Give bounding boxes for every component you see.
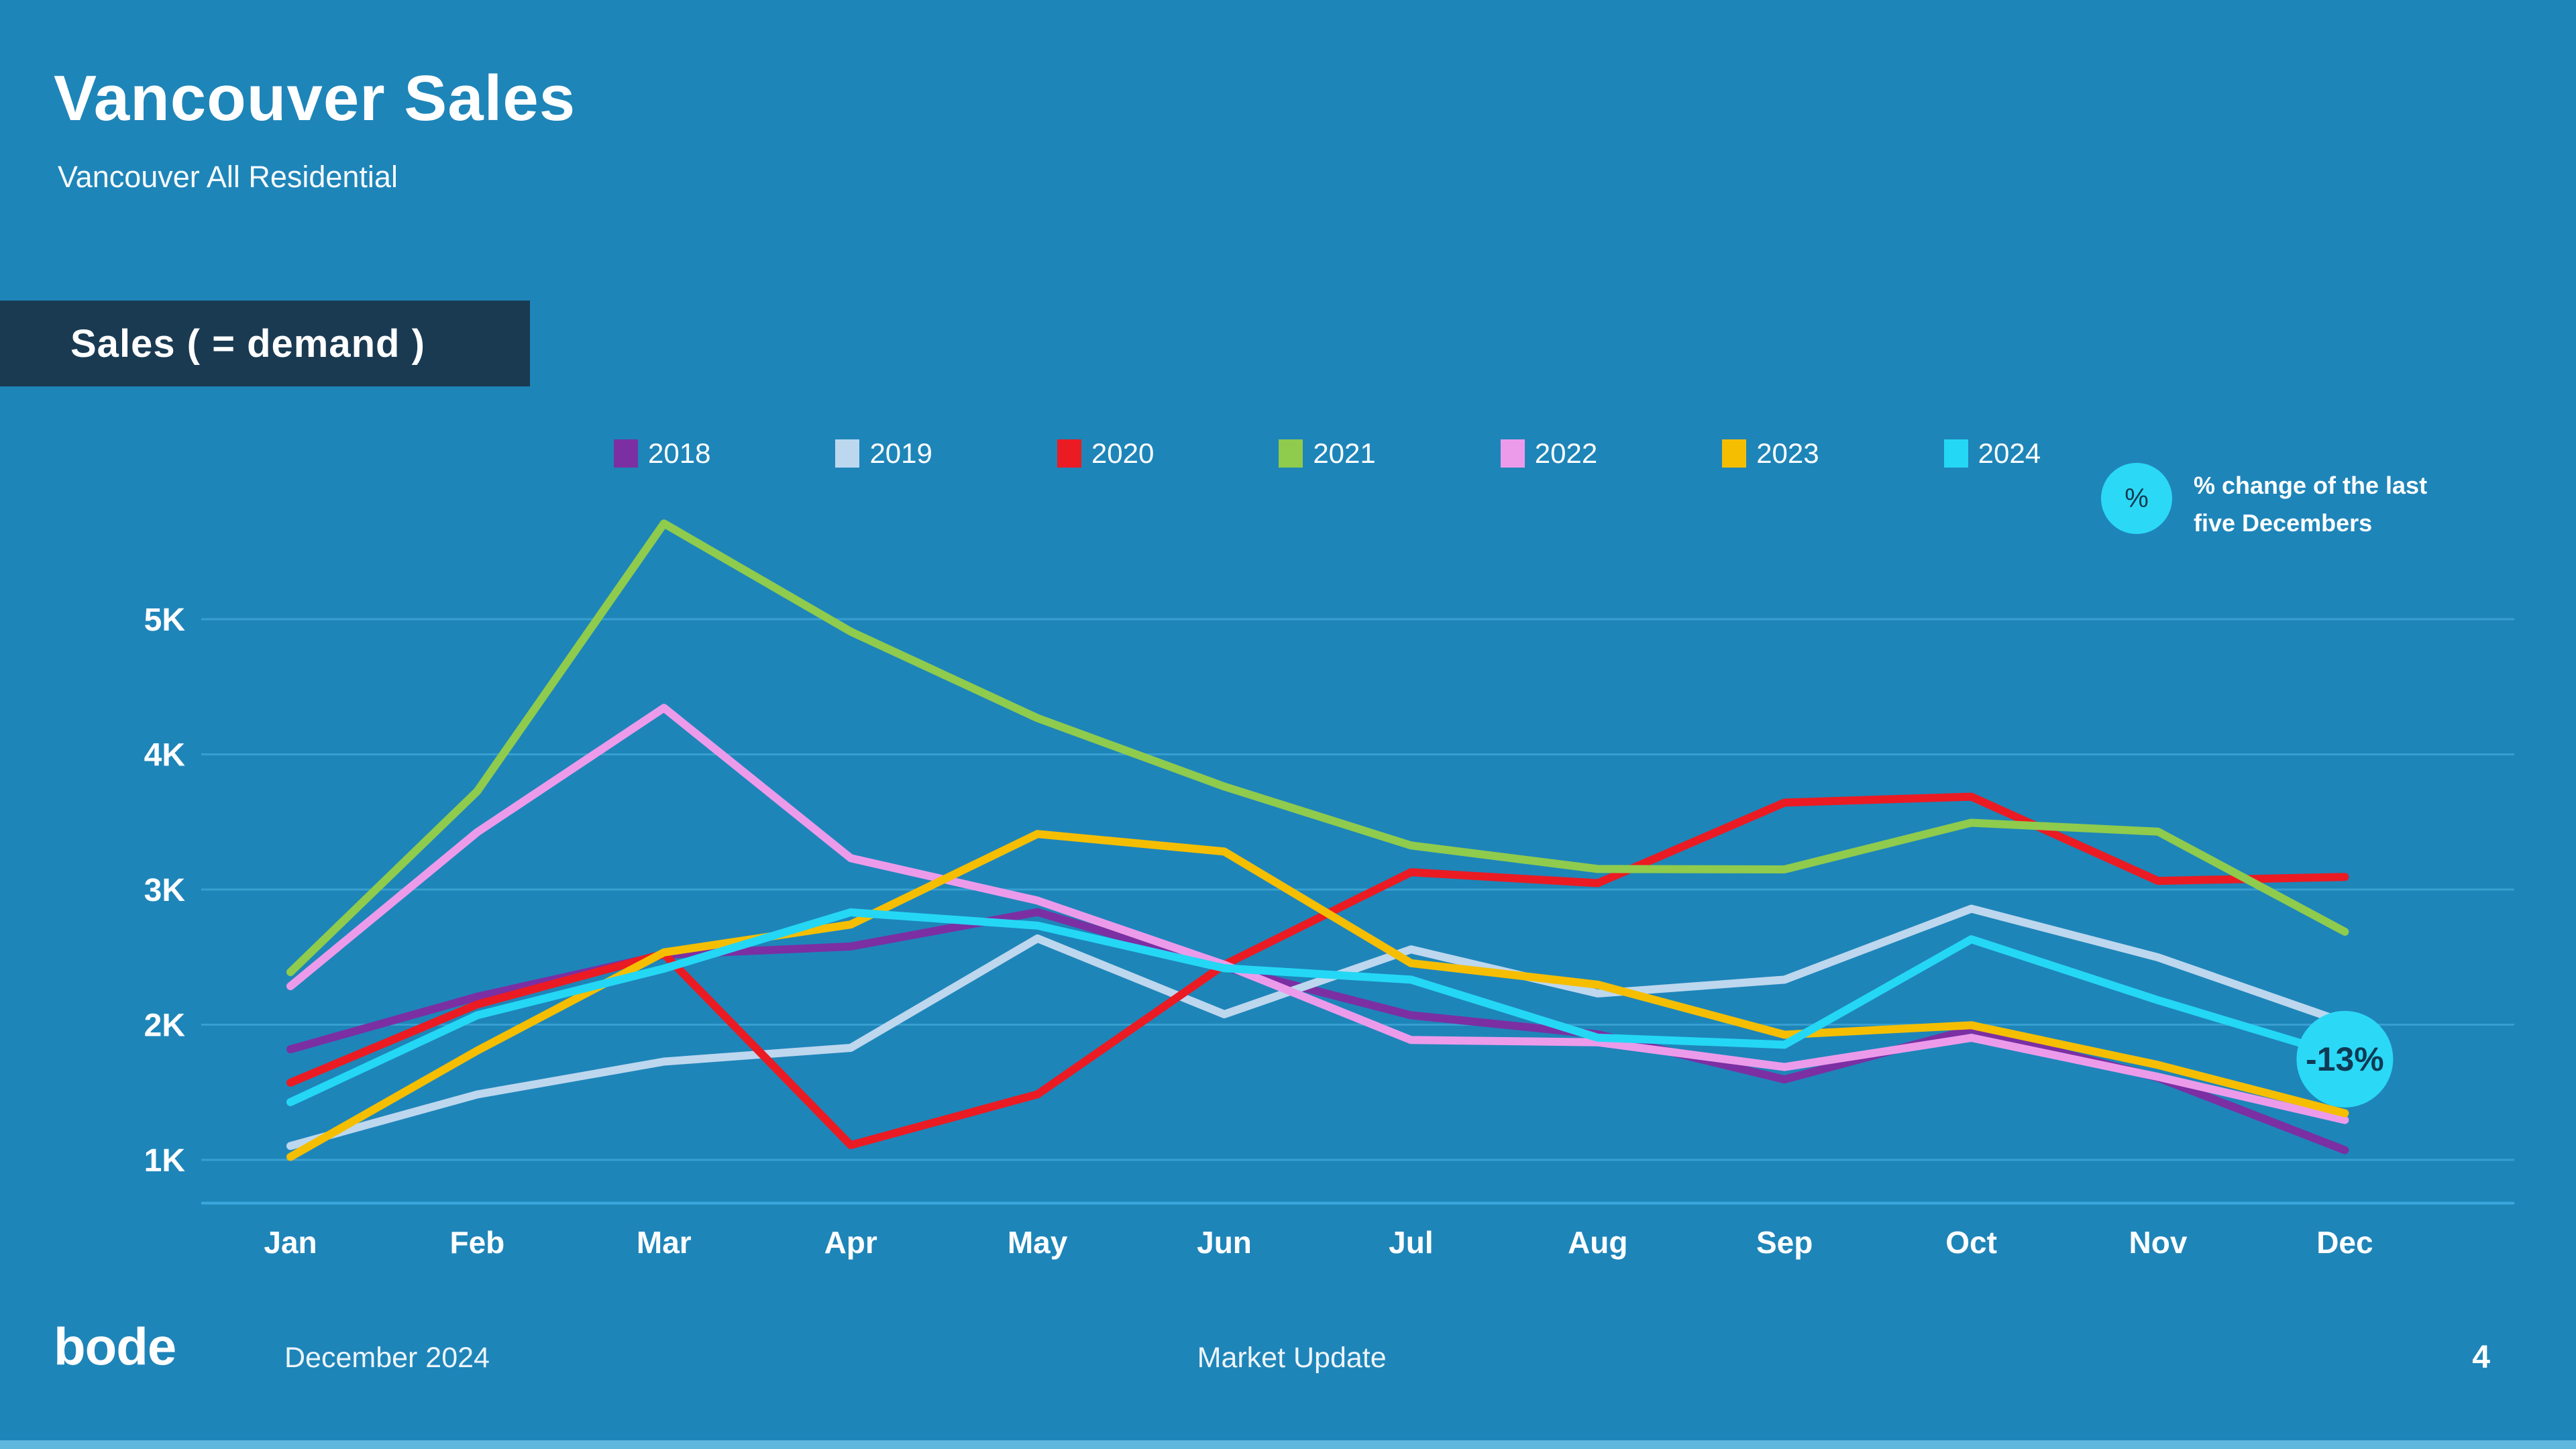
- legend-item-2024: 2024: [1943, 437, 2041, 470]
- y-axis-label: 5K: [144, 602, 186, 638]
- legend-swatch-2019: [835, 439, 860, 468]
- note-text-line2: five Decembers: [2194, 509, 2373, 537]
- x-axis-label: Feb: [450, 1225, 505, 1260]
- legend-swatch-2018: [614, 439, 638, 468]
- legend-item-2019: 2019: [835, 437, 932, 470]
- x-axis-label: May: [1008, 1225, 1068, 1260]
- x-axis-label: Oct: [1945, 1225, 1997, 1260]
- line-2018: [286, 908, 2349, 1155]
- note-text: % change of the last five Decembers: [2194, 467, 2427, 542]
- percent-icon: %: [2101, 463, 2172, 534]
- december-change-label: -13%: [2306, 1040, 2384, 1078]
- y-axis-label: 1K: [144, 1143, 186, 1179]
- x-axis-label: Jan: [264, 1225, 317, 1260]
- line-2021: [286, 519, 2349, 977]
- line-2022: [286, 704, 2349, 1124]
- legend-label-2018: 2018: [648, 437, 711, 469]
- legend-swatch-2024: [1943, 439, 1968, 468]
- legend-swatch-2023: [1722, 439, 1747, 468]
- section-header-label: Sales ( = demand ): [70, 321, 425, 366]
- legend: 2018 2019 2020 2021 2022 2023 2024: [614, 437, 2041, 470]
- y-axis-label: 3K: [144, 873, 186, 908]
- x-axis-label: Nov: [2129, 1225, 2188, 1260]
- december-change-note: % % change of the last five Decembers: [2101, 463, 2427, 542]
- x-axis-label: Jul: [1389, 1225, 1433, 1260]
- y-axis-label: 4K: [144, 738, 186, 773]
- page-subtitle: Vancouver All Residential: [58, 160, 398, 194]
- page-number: 4: [2472, 1340, 2490, 1375]
- december-change-bubble: [2296, 1010, 2394, 1108]
- legend-label-2023: 2023: [1756, 437, 1819, 469]
- x-axis-label: Mar: [637, 1225, 692, 1260]
- bottom-strip: [0, 1440, 2576, 1449]
- legend-label-2022: 2022: [1534, 437, 1598, 469]
- legend-swatch-2022: [1500, 439, 1525, 468]
- legend-item-2020: 2020: [1057, 437, 1154, 470]
- legend-label-2024: 2024: [1978, 437, 2041, 469]
- line-2020: [286, 792, 2349, 1150]
- x-axis-label: Aug: [1568, 1225, 1627, 1260]
- line-2019: [286, 904, 2349, 1150]
- line-2023: [286, 830, 2349, 1161]
- footer-market-update: Market Update: [1197, 1342, 1387, 1374]
- legend-item-2018: 2018: [614, 437, 710, 470]
- footer-date: December 2024: [284, 1342, 490, 1374]
- note-text-line1: % change of the last: [2194, 472, 2428, 499]
- page-title: Vancouver Sales: [54, 62, 576, 134]
- x-axis-label: Sep: [1756, 1225, 1813, 1260]
- y-axis-label: 2K: [144, 1008, 186, 1044]
- bode-logo: bode: [54, 1317, 176, 1376]
- section-header: Sales ( = demand ): [0, 301, 530, 386]
- x-axis-label: Dec: [2316, 1225, 2373, 1260]
- legend-label-2020: 2020: [1091, 437, 1155, 469]
- legend-label-2019: 2019: [869, 437, 932, 469]
- legend-label-2021: 2021: [1313, 437, 1376, 469]
- legend-swatch-2021: [1279, 439, 1303, 468]
- legend-item-2023: 2023: [1722, 437, 1819, 470]
- x-axis-label: Jun: [1197, 1225, 1252, 1260]
- legend-swatch-2020: [1057, 439, 1081, 468]
- legend-item-2021: 2021: [1279, 437, 1376, 470]
- x-axis-label: Apr: [824, 1225, 877, 1260]
- line-2024: [286, 908, 2349, 1106]
- legend-item-2022: 2022: [1500, 437, 1598, 470]
